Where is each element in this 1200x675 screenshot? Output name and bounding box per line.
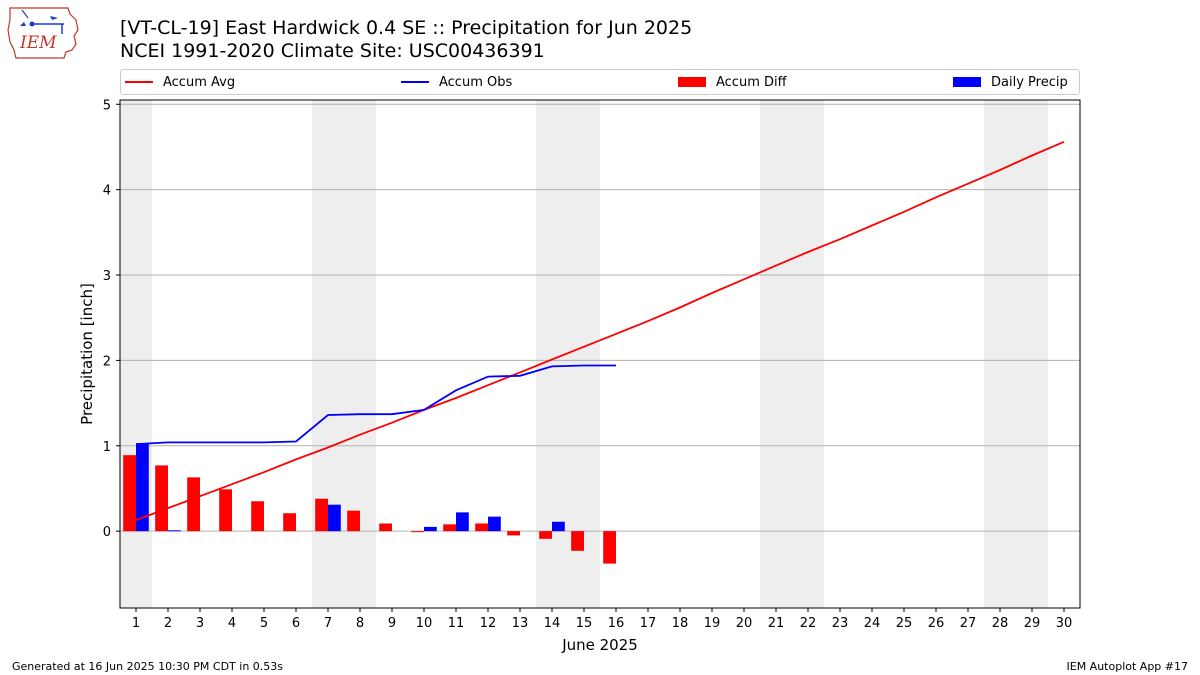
y-tick-label: 3: [103, 269, 111, 284]
bar-daily-precip: [168, 530, 181, 532]
x-tick-label: 22: [800, 616, 817, 631]
bar-accum-diff: [347, 510, 360, 532]
bar-daily-precip: [136, 443, 149, 532]
x-tick-label: 3: [196, 616, 204, 631]
weekend-band: [984, 100, 1048, 608]
bar-accum-diff: [571, 531, 584, 551]
bar-accum-diff: [283, 513, 296, 532]
x-tick-label: 20: [736, 616, 753, 631]
y-tick-label: 2: [103, 354, 111, 369]
bar-series: [123, 443, 616, 564]
bar-accum-diff: [187, 477, 200, 532]
legend-swatch-accum-avg: [125, 81, 153, 83]
chart-title: [VT-CL-19] East Hardwick 0.4 SE :: Preci…: [120, 17, 693, 39]
bar-accum-diff: [475, 523, 488, 532]
weekend-band: [312, 100, 376, 608]
legend-item-accum-diff: Accum Diff: [678, 70, 787, 94]
chart-subtitle: NCEI 1991-2020 Climate Site: USC00436391: [120, 40, 545, 62]
x-tick-label: 15: [576, 616, 593, 631]
y-tick-label: 4: [103, 184, 111, 199]
plot-frame: [119, 99, 1081, 609]
x-tick-label: 21: [768, 616, 785, 631]
weekend-band: [760, 100, 824, 608]
grid-lines: [120, 103, 1080, 532]
bar-daily-precip: [552, 521, 565, 532]
x-tick-label: 10: [416, 616, 433, 631]
x-tick-label: 6: [292, 616, 300, 631]
legend-label: Accum Avg: [163, 74, 236, 90]
footer-generated: Generated at 16 Jun 2025 10:30 PM CDT in…: [12, 660, 284, 673]
legend-label: Accum Obs: [439, 74, 513, 90]
x-tick-label: 16: [608, 616, 625, 631]
x-tick-label: 8: [356, 616, 364, 631]
bar-daily-precip: [328, 504, 341, 532]
line-accum-avg: [135, 140, 1065, 521]
y-tick-label: 0: [103, 525, 111, 540]
legend-swatch-daily-precip: [953, 77, 981, 87]
x-axis-ticks: 1 2 3 4 5 6 7 8 9 10 11 12 13 14 15 16 17 18 19 20 21 22 23 24 2…: [132, 608, 1072, 631]
y-axis-ticks: 0 1 2 3 4 5: [103, 98, 120, 540]
x-tick-label: 23: [832, 616, 849, 631]
legend-swatch-accum-obs: [401, 81, 429, 83]
bar-daily-precip: [456, 512, 469, 532]
y-tick-label: 5: [103, 98, 111, 113]
bar-accum-diff: [251, 501, 264, 532]
line-series: [135, 140, 1065, 521]
y-tick-label: 1: [103, 440, 111, 455]
x-tick-label: 28: [992, 616, 1009, 631]
weekend-band: [536, 100, 600, 608]
x-tick-label: 9: [388, 616, 396, 631]
legend-item-daily-precip: Daily Precip: [953, 70, 1068, 94]
bar-accum-diff: [603, 531, 616, 564]
x-tick-label: 26: [928, 616, 945, 631]
x-tick-label: 17: [640, 616, 657, 631]
x-axis-label: June 2025: [561, 636, 638, 654]
x-tick-label: 7: [324, 616, 332, 631]
x-tick-label: 11: [448, 616, 465, 631]
x-tick-label: 12: [480, 616, 497, 631]
footer-app: IEM Autoplot App #17: [1066, 660, 1189, 673]
bar-accum-diff: [443, 524, 456, 532]
x-tick-label: 2: [164, 616, 172, 631]
bar-accum-diff: [155, 465, 168, 532]
legend-item-accum-avg: Accum Avg: [125, 70, 235, 94]
x-tick-label: 19: [704, 616, 721, 631]
legend-label: Daily Precip: [991, 74, 1068, 90]
bar-daily-precip: [424, 526, 437, 532]
bar-accum-diff: [507, 531, 520, 536]
bar-accum-diff: [379, 523, 392, 532]
x-tick-label: 18: [672, 616, 689, 631]
legend: Accum Avg Accum Obs Accum Diff Daily Pre…: [120, 69, 1080, 95]
line-accum-obs: [135, 364, 616, 445]
x-tick-label: 30: [1056, 616, 1073, 631]
x-tick-label: 25: [896, 616, 913, 631]
bar-daily-precip: [488, 516, 501, 532]
logo-text: IEM: [19, 33, 57, 53]
bar-accum-diff: [411, 531, 424, 533]
y-axis-label: Precipitation [inch]: [78, 283, 96, 425]
x-tick-label: 4: [228, 616, 236, 631]
x-tick-label: 13: [512, 616, 529, 631]
bar-accum-diff: [123, 455, 136, 532]
x-tick-label: 24: [864, 616, 881, 631]
legend-label: Accum Diff: [716, 74, 787, 90]
bar-accum-diff: [539, 531, 552, 539]
legend-swatch-accum-diff: [678, 77, 706, 87]
x-tick-label: 27: [960, 616, 977, 631]
iem-logo: IEM: [7, 7, 79, 59]
legend-item-accum-obs: Accum Obs: [401, 70, 512, 94]
x-tick-label: 5: [260, 616, 268, 631]
bar-accum-diff: [315, 498, 328, 532]
bar-accum-diff: [219, 489, 232, 532]
x-tick-label: 1: [132, 616, 140, 631]
weekend-band: [120, 100, 152, 608]
x-tick-label: 14: [544, 616, 561, 631]
x-tick-label: 29: [1024, 616, 1041, 631]
weekend-shading: [120, 100, 1048, 608]
